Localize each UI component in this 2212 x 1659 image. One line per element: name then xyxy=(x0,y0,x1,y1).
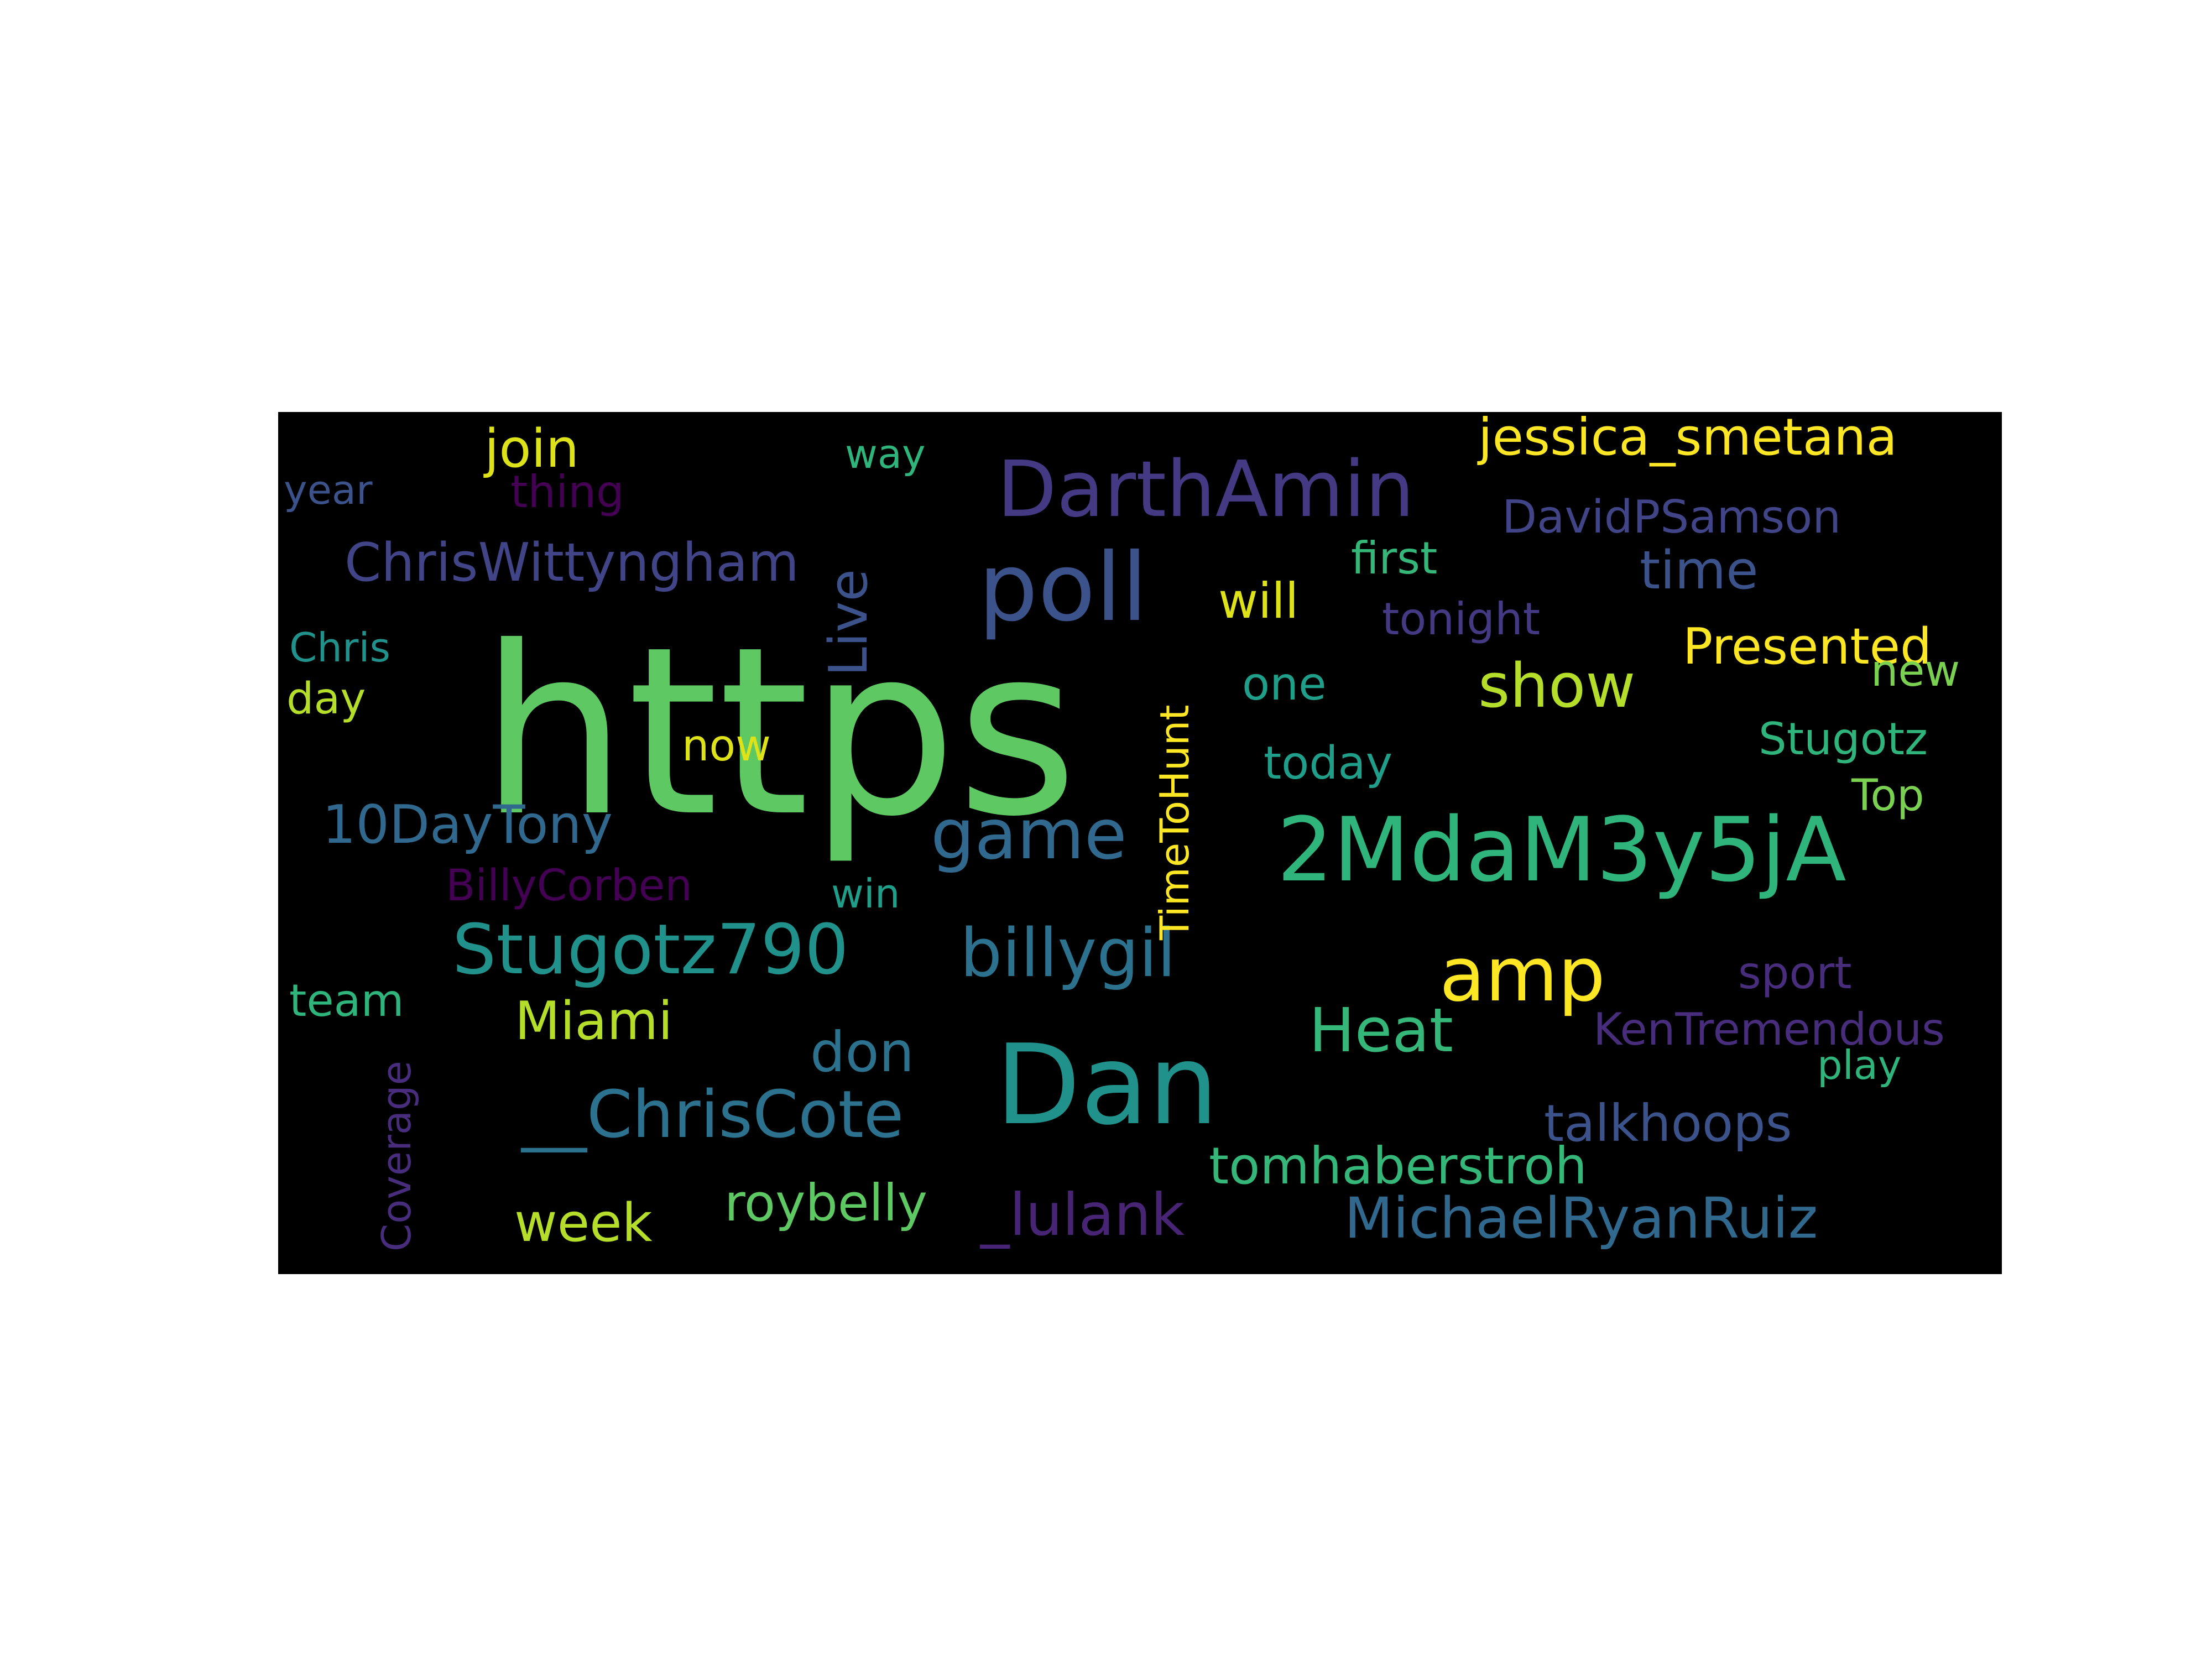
word-coverage: Coverage xyxy=(373,1061,420,1251)
word-dan: Dan xyxy=(995,1021,1219,1150)
word-amp: amp xyxy=(1439,931,1605,1018)
word-talkhoops: talkhoops xyxy=(1544,1094,1792,1153)
word-2mdam3y5ja: 2MdaM3y5jA xyxy=(1277,798,1846,901)
word-darthamin: DarthAmin xyxy=(997,445,1415,535)
word-billygil: billygil xyxy=(960,915,1176,992)
word-https: https xyxy=(480,597,1078,868)
word-tonight: tonight xyxy=(1382,593,1541,645)
word-stugotz: Stugotz xyxy=(1759,713,1928,765)
word-year: year xyxy=(284,467,373,513)
word-chris: Chris xyxy=(289,624,391,671)
word-thing: thing xyxy=(510,466,624,518)
word-today: today xyxy=(1264,737,1393,790)
word-live: Live xyxy=(818,569,879,676)
word-play: play xyxy=(1817,1042,1902,1088)
word-cloud: https poll Dan 2MdaM3y5jA DarthAmin game… xyxy=(278,412,2002,1274)
word-stugotz790: Stugotz790 xyxy=(452,910,849,990)
word-chriscote: __ChrisCote xyxy=(521,1076,904,1152)
word-top: Top xyxy=(1851,771,1924,821)
word-team: team xyxy=(289,975,404,1026)
word-will: will xyxy=(1218,572,1299,629)
word-join: join xyxy=(484,419,580,479)
word-kentremendous: KenTremendous xyxy=(1593,1004,1945,1055)
word-presented: Presented xyxy=(1683,618,1932,676)
word-week: week xyxy=(514,1193,653,1254)
word-new: new xyxy=(1871,646,1960,696)
word-heat: Heat xyxy=(1309,995,1453,1066)
word-lulank: _lulank xyxy=(980,1181,1185,1249)
word-win: win xyxy=(831,870,900,917)
word-jessica-smetana: jessica_smetana xyxy=(1478,412,1897,467)
word-first: first xyxy=(1351,533,1438,584)
word-davidpsamson: DavidPSamson xyxy=(1502,491,1841,544)
word-show: show xyxy=(1478,650,1636,721)
word-way: way xyxy=(845,431,926,477)
word-timetohunt: TimeToHunt xyxy=(1151,705,1198,940)
word-time: time xyxy=(1640,540,1759,601)
word-miami: Miami xyxy=(515,991,673,1052)
word-poll: poll xyxy=(978,533,1148,643)
word-day: day xyxy=(286,674,366,724)
word-now: now xyxy=(682,721,771,771)
word-billycorben: BillyCorben xyxy=(446,861,692,911)
word-sport: sport xyxy=(1738,947,1852,999)
word-don: don xyxy=(810,1020,915,1084)
word-roybelly: roybelly xyxy=(724,1173,928,1233)
word-michaelryanruiz: MichaelRyanRuiz xyxy=(1344,1186,1818,1251)
word-tomhaberstroh: tomhaberstroh xyxy=(1209,1136,1587,1196)
word-game: game xyxy=(931,795,1127,875)
word-chriswittyngham: ChrisWittyngham xyxy=(345,533,799,593)
word-one: one xyxy=(1242,658,1327,711)
word-10daytony: 10DayTony xyxy=(322,795,613,855)
